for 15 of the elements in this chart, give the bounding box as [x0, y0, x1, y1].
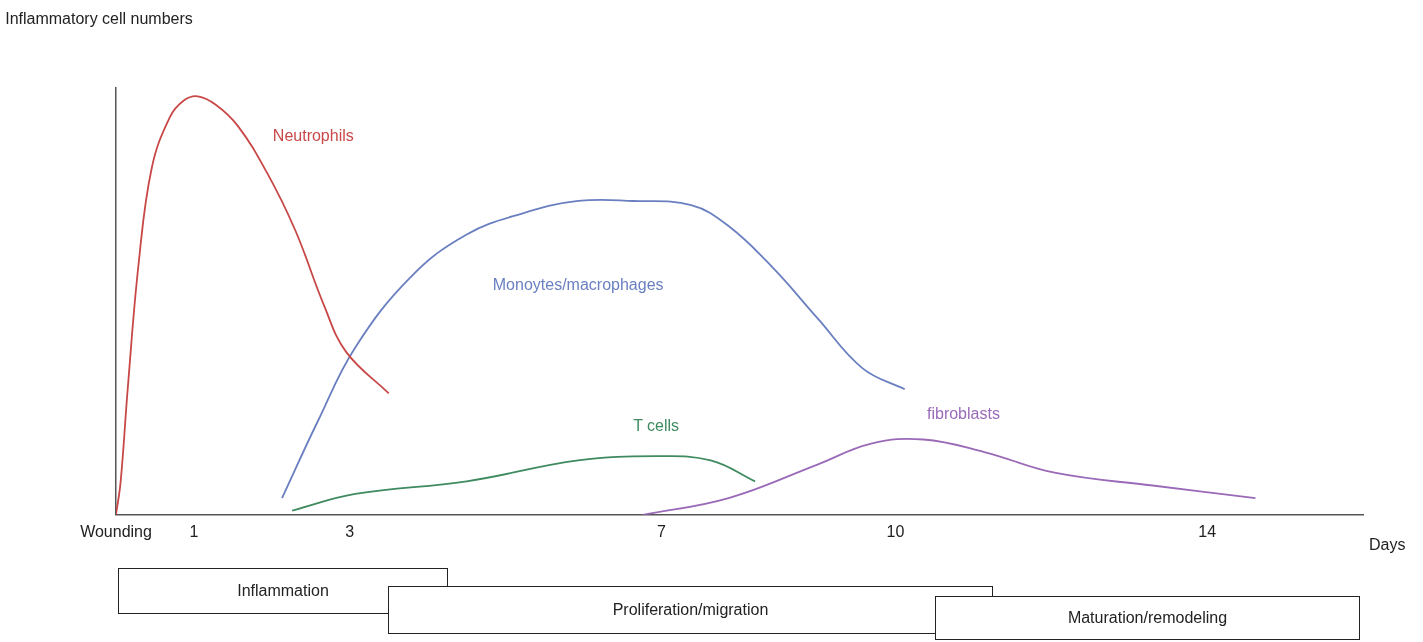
text: Proliferation/migration: [388, 586, 993, 634]
series-label: T cells: [633, 416, 680, 434]
series-label: fibroblasts: [926, 404, 1000, 422]
series-label: Neutrophils: [272, 126, 354, 144]
x-tick-label: 7: [657, 522, 667, 540]
x-tick-label: 1: [189, 522, 199, 540]
x-tick-label: Wounding: [80, 522, 152, 540]
x-tick-label: 10: [886, 522, 905, 540]
text: Inflammation: [118, 568, 448, 614]
x-tick-label: 14: [1198, 522, 1217, 540]
y-axis-title: Inflammatory cell numbers: [4, 9, 194, 29]
text: Maturation/remodeling: [935, 596, 1360, 640]
x-axis-title: Days: [1369, 536, 1406, 554]
text: Monoytes/macrophages: [492, 276, 664, 294]
x-tick-label: 3: [345, 522, 355, 540]
